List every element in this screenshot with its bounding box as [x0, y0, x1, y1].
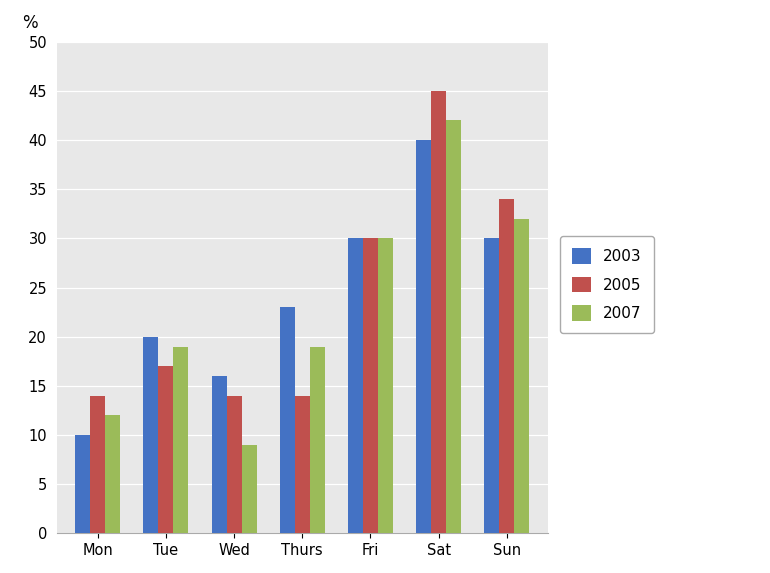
Bar — [431, 91, 446, 533]
Bar — [159, 366, 173, 533]
Bar — [173, 347, 189, 533]
Bar — [310, 347, 325, 533]
Legend: 2003, 2005, 2007: 2003, 2005, 2007 — [561, 236, 654, 333]
Bar — [90, 396, 105, 533]
Bar — [212, 376, 226, 533]
Text: %: % — [22, 14, 38, 32]
Bar — [105, 415, 120, 533]
Bar — [75, 435, 90, 533]
Bar — [242, 445, 256, 533]
Bar — [226, 396, 242, 533]
Bar — [295, 396, 310, 533]
Bar — [280, 307, 295, 533]
Bar — [348, 238, 363, 533]
Bar — [484, 238, 499, 533]
Bar — [378, 238, 393, 533]
Bar — [514, 219, 529, 533]
Bar — [143, 337, 159, 533]
Bar — [416, 140, 431, 533]
Bar — [446, 120, 461, 533]
Bar — [499, 199, 514, 533]
Bar — [363, 238, 378, 533]
